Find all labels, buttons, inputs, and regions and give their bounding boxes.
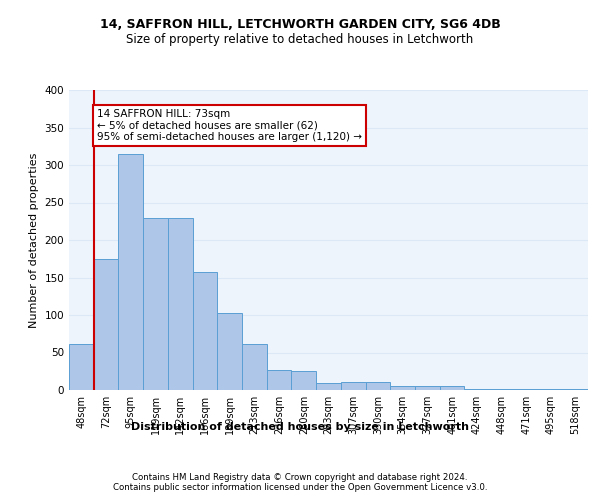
Bar <box>390 386 415 390</box>
Bar <box>415 386 440 390</box>
Bar <box>143 218 168 390</box>
Bar <box>193 272 217 390</box>
Bar <box>489 389 514 390</box>
Bar <box>267 370 292 390</box>
Bar <box>539 388 563 390</box>
Bar <box>168 218 193 390</box>
Bar <box>563 388 588 390</box>
Bar <box>440 386 464 390</box>
Text: Contains HM Land Registry data © Crown copyright and database right 2024.: Contains HM Land Registry data © Crown c… <box>132 472 468 482</box>
Text: Distribution of detached houses by size in Letchworth: Distribution of detached houses by size … <box>131 422 469 432</box>
Bar <box>292 371 316 390</box>
Bar <box>316 382 341 390</box>
Bar <box>94 259 118 390</box>
Bar <box>217 313 242 390</box>
Bar <box>118 154 143 390</box>
Bar <box>242 344 267 390</box>
Text: 14 SAFFRON HILL: 73sqm
← 5% of detached houses are smaller (62)
95% of semi-deta: 14 SAFFRON HILL: 73sqm ← 5% of detached … <box>97 109 362 142</box>
Text: Contains public sector information licensed under the Open Government Licence v3: Contains public sector information licen… <box>113 484 487 492</box>
Text: Size of property relative to detached houses in Letchworth: Size of property relative to detached ho… <box>127 32 473 46</box>
Bar <box>514 389 539 390</box>
Bar <box>341 382 365 390</box>
Bar <box>464 388 489 390</box>
Y-axis label: Number of detached properties: Number of detached properties <box>29 152 39 328</box>
Bar <box>69 344 94 390</box>
Bar <box>365 382 390 390</box>
Text: 14, SAFFRON HILL, LETCHWORTH GARDEN CITY, SG6 4DB: 14, SAFFRON HILL, LETCHWORTH GARDEN CITY… <box>100 18 500 30</box>
